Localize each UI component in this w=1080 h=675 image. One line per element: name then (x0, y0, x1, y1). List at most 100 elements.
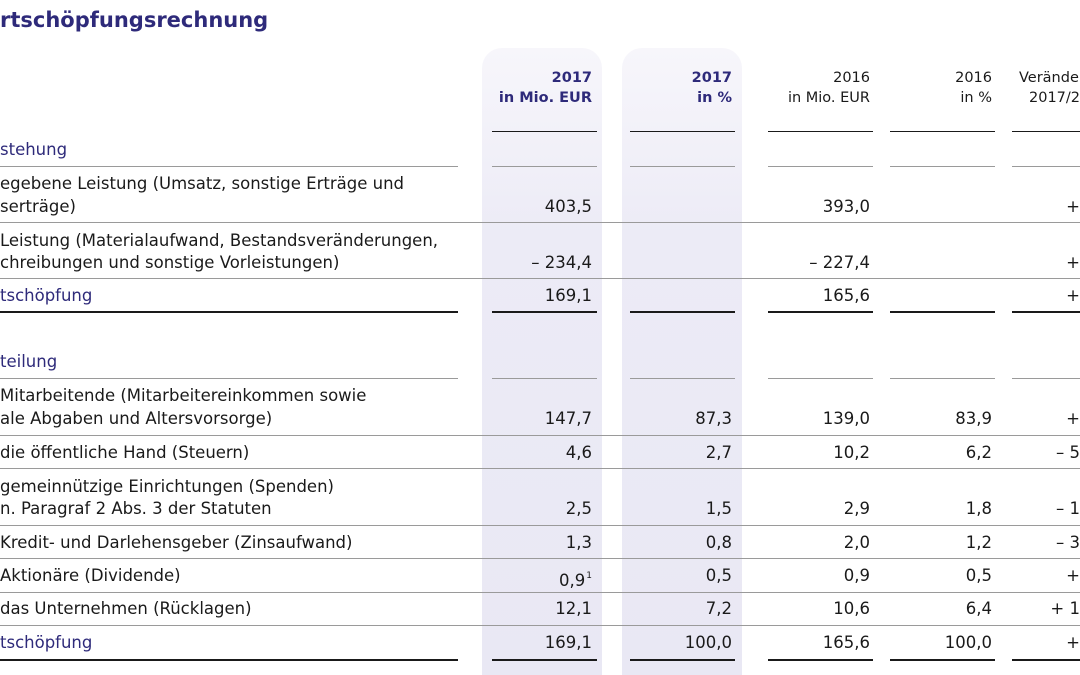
row-divider (0, 435, 1080, 436)
row-divider (0, 625, 1080, 626)
header-change: Verände 2017/2 (1019, 70, 1080, 106)
cell-2016-eur: 165,6 (822, 633, 870, 652)
cell-change: + (1066, 409, 1080, 428)
header-rule (630, 131, 735, 132)
row-label-kreditgeber: Kredit- und Darlehensgeber (Zinsaufwand) (0, 533, 353, 552)
cell-2016-pct: 83,9 (955, 409, 992, 428)
cell-2016-eur: 393,0 (822, 197, 870, 216)
cell-2016-eur: 2,9 (843, 499, 870, 518)
cell-2017-pct: 0,8 (705, 533, 732, 552)
row-label-oeffentliche-hand: die öffentliche Hand (Steuern) (0, 443, 250, 462)
row-label-gemeinnuetzige: gemeinnützige Einrichtungen (Spenden) (0, 477, 334, 496)
row-divider (630, 166, 735, 167)
row-divider (492, 378, 597, 379)
cell-2017-eur: 2,5 (565, 499, 592, 518)
total-rule (890, 311, 995, 313)
cell-2016-pct: 6,4 (965, 599, 992, 618)
header-rule (890, 131, 995, 132)
cell-2017-eur: 0,91 (559, 565, 592, 592)
row-divider (0, 378, 458, 379)
row-divider (0, 222, 1080, 223)
header-rule (492, 131, 597, 132)
row-label-mitarbeitende: Mitarbeitende (Mitarbeitereinkommen sowi… (0, 386, 367, 405)
cell-2017-pct: 0,5 (705, 566, 732, 585)
section-entstehung: stehung (0, 140, 68, 159)
cell-2017-pct: 1,5 (705, 499, 732, 518)
header-2017-pct: 2017 in % (691, 70, 732, 106)
total-rule (768, 659, 873, 661)
row-label-unternehmen: das Unternehmen (Rücklagen) (0, 599, 252, 618)
row-label-vorleistung: Leistung (Materialaufwand, Bestandsverän… (0, 231, 439, 250)
row-divider (0, 592, 1080, 593)
cell-2017-eur: 147,7 (544, 409, 592, 428)
cell-2017-eur: – 234,4 (531, 253, 592, 272)
total-rule (890, 659, 995, 661)
cell-change: + (1066, 253, 1080, 272)
cell-2016-pct: 100,0 (944, 633, 992, 652)
cell-2017-eur: 4,6 (565, 443, 592, 462)
row-label-mitarbeitende-cont: ale Abgaben und Altersvorsorge) (0, 409, 273, 428)
cell-2016-eur: 139,0 (822, 409, 870, 428)
total-rule (0, 311, 458, 313)
row-label-wertschoepfung-total: tschöpfung (0, 633, 93, 652)
cell-change: + (1066, 286, 1080, 305)
total-rule (0, 659, 458, 661)
header-rule (1012, 131, 1080, 132)
row-label-wertschoepfung-total: tschöpfung (0, 286, 93, 305)
footnote-marker: 1 (586, 571, 592, 581)
total-rule (492, 659, 597, 661)
row-divider (0, 468, 1080, 469)
row-divider (0, 558, 1080, 559)
header-rule (768, 131, 873, 132)
row-label-abgegebene-leistung-cont: serträge) (0, 197, 76, 216)
row-divider (768, 378, 873, 379)
row-divider (0, 525, 1080, 526)
cell-2017-pct: 7,2 (705, 599, 732, 618)
row-divider (768, 166, 873, 167)
cell-value: 0,9 (559, 571, 586, 590)
cell-change: – 5 (1056, 443, 1080, 462)
cell-2016-eur: – 227,4 (809, 253, 870, 272)
cell-2016-eur: 10,6 (833, 599, 870, 618)
cell-change: – 3 (1056, 533, 1080, 552)
cell-2016-pct: 6,2 (965, 443, 992, 462)
total-rule (768, 311, 873, 313)
cell-2016-pct: 1,8 (965, 499, 992, 518)
cell-change: – 1 (1056, 499, 1080, 518)
cell-2017-eur: 1,3 (565, 533, 592, 552)
row-divider (0, 278, 1080, 279)
column-highlight-2017-pct (622, 48, 742, 675)
header-2016-pct: 2016 in % (955, 70, 992, 106)
cell-change: + (1066, 197, 1080, 216)
total-rule (492, 311, 597, 313)
row-label-aktionaere: Aktionäre (Dividende) (0, 566, 181, 585)
section-verteilung: teilung (0, 352, 58, 371)
cell-2017-pct: 2,7 (705, 443, 732, 462)
page-title: rtschöpfungsrechnung (0, 8, 269, 32)
cell-2016-eur: 165,6 (822, 286, 870, 305)
total-rule (1012, 659, 1080, 661)
cell-change: + 1 (1050, 599, 1080, 618)
cell-2016-eur: 0,9 (843, 566, 870, 585)
cell-2017-pct: 100,0 (684, 633, 732, 652)
cell-2017-eur: 169,1 (544, 633, 592, 652)
cell-2017-eur: 169,1 (544, 286, 592, 305)
total-rule (1012, 311, 1080, 313)
row-divider (890, 378, 995, 379)
row-divider (890, 166, 995, 167)
cell-2016-eur: 2,0 (843, 533, 870, 552)
row-divider (492, 166, 597, 167)
cell-change: + (1066, 566, 1080, 585)
row-divider (1012, 166, 1080, 167)
row-divider (1012, 378, 1080, 379)
cell-2017-eur: 403,5 (544, 197, 592, 216)
header-2017-eur: 2017 in Mio. EUR (498, 70, 592, 106)
total-rule (630, 659, 735, 661)
row-divider (630, 378, 735, 379)
cell-2016-pct: 1,2 (965, 533, 992, 552)
row-label-vorleistung-cont: chreibungen und sonstige Vorleistungen) (0, 253, 340, 272)
header-2016-eur: 2016 in Mio. EUR (787, 70, 870, 106)
column-highlight-2017-eur (482, 48, 602, 675)
row-label-abgegebene-leistung: egebene Leistung (Umsatz, sonstige Erträ… (0, 174, 405, 193)
total-rule (630, 311, 735, 313)
